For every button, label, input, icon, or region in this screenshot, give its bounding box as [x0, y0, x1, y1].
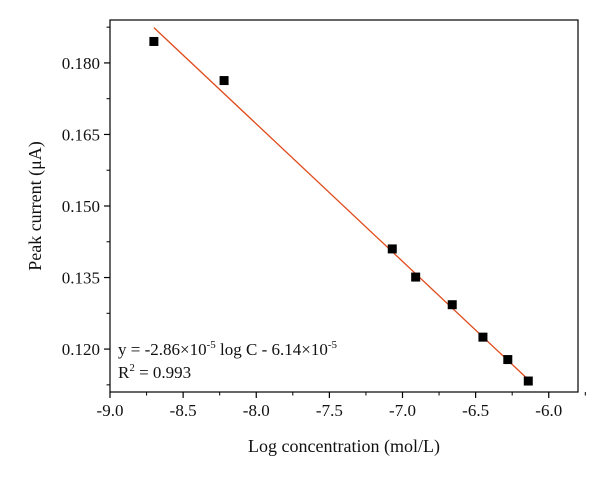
- x-tick-label: -6.0: [535, 401, 562, 420]
- equation-exponent-1: -5: [207, 339, 217, 351]
- x-tick-label: -6.5: [462, 401, 489, 420]
- r-squared: R2 = 0.993: [118, 362, 191, 382]
- x-tick-label: -7.0: [389, 401, 416, 420]
- r-squared-prefix: R: [118, 363, 130, 382]
- y-tick-label: 0.120: [62, 340, 100, 359]
- x-axis-label: Log concentration (mol/L): [248, 436, 440, 457]
- data-point: [411, 272, 421, 282]
- x-tick-label: -9.0: [97, 401, 124, 420]
- data-point: [219, 76, 229, 86]
- data-point: [523, 376, 533, 386]
- equation-prefix: y = -2.86×10: [118, 340, 207, 359]
- r-squared-exponent: 2: [129, 362, 135, 374]
- equation-middle: log C - 6.14×10: [216, 340, 328, 359]
- data-point: [478, 332, 488, 342]
- r-squared-value: = 0.993: [135, 363, 191, 382]
- y-tick-label: 0.165: [62, 125, 100, 144]
- data-point: [387, 244, 397, 254]
- data-point: [149, 36, 159, 46]
- equation-exponent-2: -5: [328, 339, 338, 351]
- y-tick-label: 0.180: [62, 54, 100, 73]
- regression-equation: y = -2.86×10-5 log C - 6.14×10-5: [118, 339, 337, 359]
- data-point: [503, 355, 513, 365]
- x-tick-label: -8.5: [170, 401, 197, 420]
- y-tick-label: 0.150: [62, 197, 100, 216]
- y-axis-ticks: 0.120 0.135 0.150 0.165 0.180: [62, 26, 110, 386]
- x-axis-ticks: -9.0 -8.5 -8.0 -7.5 -7.0 -6.5 -6.0: [97, 392, 586, 420]
- data-points: [149, 36, 533, 386]
- x-tick-label: -7.5: [316, 401, 343, 420]
- x-tick-label: -8.0: [243, 401, 270, 420]
- data-point: [447, 300, 457, 310]
- y-tick-label: 0.135: [62, 269, 100, 288]
- fit-line: [153, 27, 529, 381]
- y-axis-label: Peak current (μA): [25, 141, 46, 271]
